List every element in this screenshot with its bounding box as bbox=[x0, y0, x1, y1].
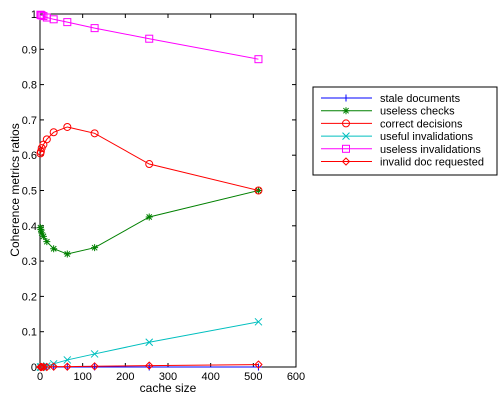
data-point bbox=[63, 18, 72, 27]
series-4 bbox=[36, 10, 263, 64]
y-tick-label: 0 bbox=[31, 362, 37, 374]
data-point bbox=[145, 34, 154, 43]
legend-marker bbox=[342, 119, 350, 128]
data-point bbox=[49, 362, 58, 371]
legend-label: stale documents bbox=[380, 93, 461, 105]
data-point bbox=[49, 15, 58, 24]
data-point bbox=[63, 362, 72, 371]
legend-marker bbox=[342, 94, 350, 102]
data-point bbox=[63, 356, 72, 364]
y-tick-label: 0.7 bbox=[22, 115, 37, 127]
data-point bbox=[36, 147, 45, 156]
y-tick-label: 0.2 bbox=[22, 291, 37, 303]
x-axis-label: cache size bbox=[140, 381, 197, 395]
data-point bbox=[90, 362, 99, 371]
legend-label: invalid doc requested bbox=[380, 157, 484, 169]
x-tick-label: 200 bbox=[116, 371, 134, 383]
data-point bbox=[63, 122, 72, 131]
axes-frame bbox=[39, 13, 297, 368]
data-point bbox=[90, 350, 99, 358]
x-tick-label: 600 bbox=[287, 371, 305, 383]
data-point bbox=[37, 225, 45, 233]
data-point bbox=[90, 129, 99, 138]
legend-label: correct decisions bbox=[380, 118, 463, 130]
x-tick-label: 100 bbox=[73, 371, 91, 383]
y-tick-label: 0.3 bbox=[22, 256, 37, 268]
y-axis-ticks: 0 0.1 0.2 0.3 0.4 0.5 0.6 0.7 0.8 0.9 1 bbox=[22, 9, 296, 374]
data-point bbox=[145, 213, 153, 221]
legend-marker bbox=[342, 144, 350, 153]
data-point bbox=[254, 360, 263, 369]
x-tick-label: 300 bbox=[159, 371, 177, 383]
data-point bbox=[254, 317, 263, 326]
data-point bbox=[254, 187, 262, 194]
data-point bbox=[37, 11, 46, 20]
data-point bbox=[90, 24, 99, 33]
x-tick-label: 500 bbox=[244, 371, 262, 383]
y-tick-label: 1 bbox=[31, 9, 37, 21]
y-tick-label: 0.5 bbox=[22, 186, 37, 198]
data-point bbox=[42, 135, 51, 144]
y-tick-label: 0.8 bbox=[22, 80, 37, 92]
data-point bbox=[39, 232, 47, 240]
legend-marker bbox=[342, 107, 350, 115]
x-tick-label: 400 bbox=[201, 371, 219, 383]
legend-label: useless checks bbox=[380, 106, 455, 118]
y-tick-label: 0.4 bbox=[22, 221, 37, 233]
legend-marker bbox=[342, 132, 350, 140]
data-point bbox=[254, 186, 263, 195]
data-point bbox=[63, 250, 71, 258]
data-point bbox=[254, 55, 263, 64]
y-tick-label: 0.9 bbox=[22, 44, 37, 56]
y-axis-label: Coherence metrics ratios bbox=[8, 123, 22, 256]
series-5 bbox=[36, 360, 263, 372]
data-point bbox=[254, 363, 262, 371]
data-point bbox=[91, 244, 99, 252]
data-point bbox=[43, 238, 51, 246]
series-1 bbox=[36, 187, 262, 258]
x-tick-label: 0 bbox=[37, 371, 43, 383]
legend-label: useless invalidations bbox=[380, 144, 481, 156]
y-tick-label: 0.1 bbox=[22, 327, 37, 339]
plot-area bbox=[39, 13, 297, 368]
series-2 bbox=[36, 122, 263, 195]
data-point bbox=[145, 361, 154, 370]
data-point bbox=[145, 160, 154, 169]
data-point bbox=[145, 338, 154, 347]
data-point bbox=[50, 245, 58, 253]
data-point bbox=[39, 362, 48, 372]
data-point bbox=[38, 229, 46, 237]
series-layer bbox=[36, 10, 263, 372]
legend-label: useful invalidations bbox=[380, 131, 473, 143]
data-point bbox=[49, 128, 58, 137]
y-tick-label: 0.6 bbox=[22, 150, 37, 162]
legend-marker bbox=[341, 157, 351, 166]
x-axis-ticks: 0 100 200 300 400 500 600 bbox=[37, 14, 305, 383]
data-point bbox=[42, 362, 52, 372]
data-point bbox=[36, 362, 46, 372]
